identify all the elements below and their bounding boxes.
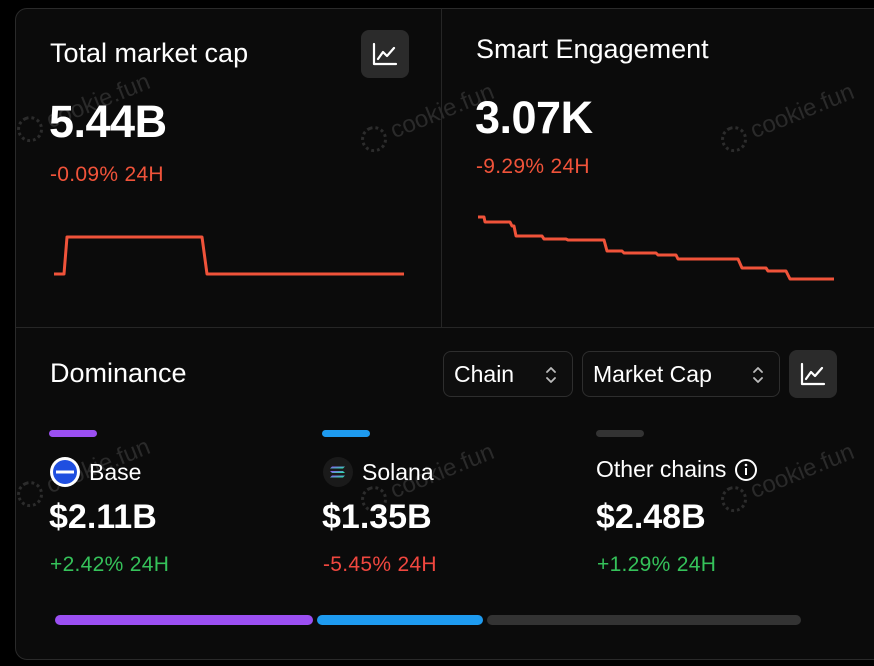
solana-color-swatch [322,430,370,437]
smart-engagement-value: 3.07K [475,92,593,143]
chain-base-value: $2.11B [49,498,157,536]
chain-other-change: +1.29% 24H [597,553,717,576]
smart-engagement-title: Smart Engagement [476,34,709,64]
dominance-bar-base [55,615,313,625]
panel-divider-vertical [441,8,442,328]
dominance-bar [55,614,801,626]
chain-select-value: Chain [454,360,515,387]
metric-select[interactable]: Market Cap [582,351,780,397]
dominance-bar-other [487,615,801,625]
chain-base-change: +2.42% 24H [50,553,170,576]
smart-engagement-change: -9.29% 24H [476,155,590,178]
chain-other-name: Other chains [596,456,727,482]
chevron-up-down-icon [546,367,556,383]
metric-select-value: Market Cap [593,360,712,387]
chain-base: Base [49,456,141,488]
dashboard-card [15,8,874,660]
chain-solana: Solana [322,456,434,488]
line-chart-icon [800,362,826,386]
chain-other-value: $2.48B [596,498,706,536]
chain-other: Other chains [596,456,758,483]
chain-base-name: Base [89,458,142,485]
dominance-title: Dominance [50,358,187,388]
chain-solana-name: Solana [362,458,434,485]
info-icon[interactable] [734,458,758,482]
solana-logo-icon [323,457,353,487]
dominance-bar-solana [317,615,483,625]
market-cap-title: Total market cap [50,38,249,68]
base-logo-icon [50,457,80,487]
base-color-swatch [49,430,97,437]
market-cap-change: -0.09% 24H [50,163,164,186]
line-chart-icon [372,42,398,66]
market-cap-value: 5.44B [49,96,167,147]
chevron-up-down-icon [753,367,763,383]
dominance-chart-button[interactable] [789,350,837,398]
panel-divider-horizontal [16,327,874,328]
market-cap-chart-button[interactable] [361,30,409,78]
chain-select[interactable]: Chain [443,351,573,397]
other-chains-color-swatch [596,430,644,437]
chain-solana-change: -5.45% 24H [323,553,437,576]
smart-engagement-sparkline [478,215,834,281]
market-cap-sparkline [54,235,404,276]
chain-solana-value: $1.35B [322,498,432,536]
